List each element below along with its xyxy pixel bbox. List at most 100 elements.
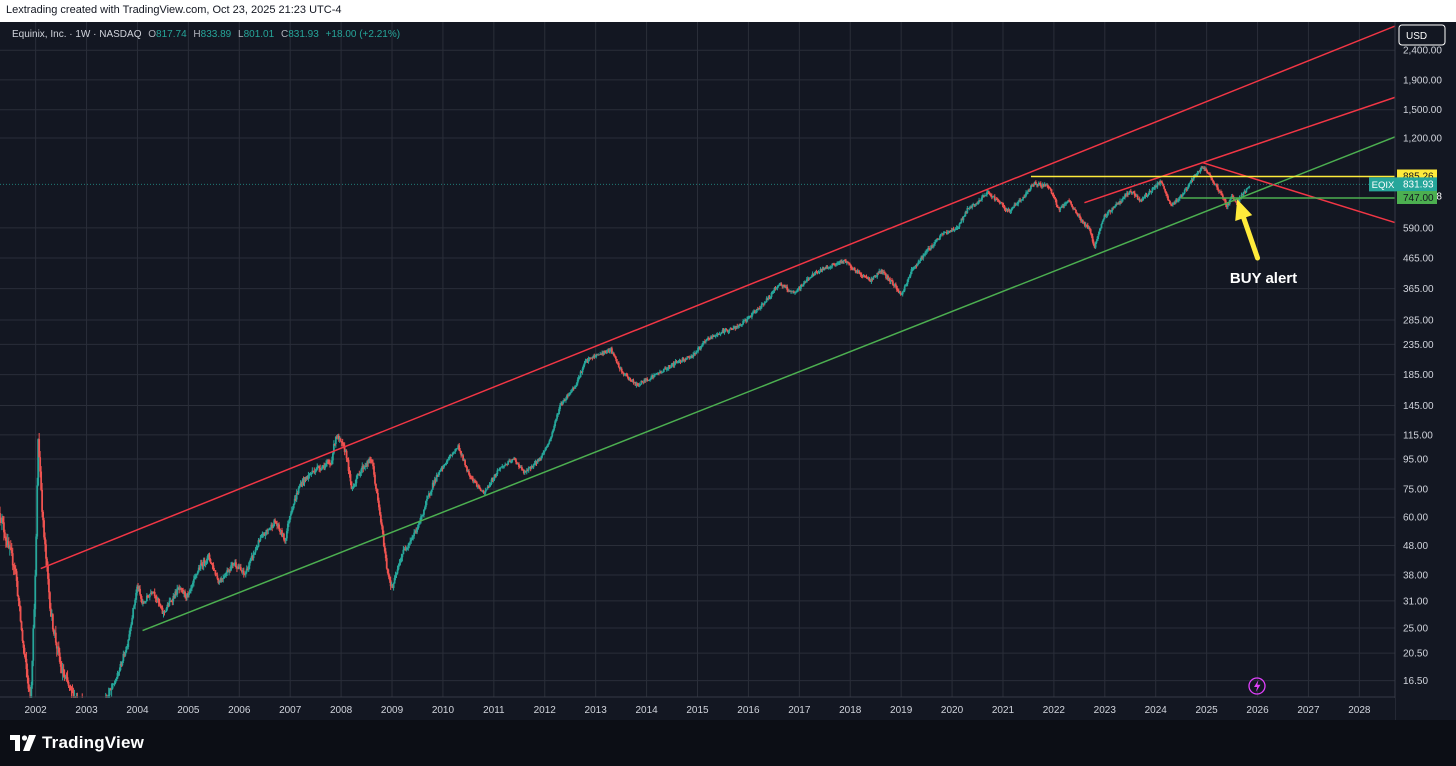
x-tick-label[interactable]: 2008 bbox=[330, 705, 353, 716]
y-tick-label[interactable]: 38.00 bbox=[1403, 571, 1428, 582]
y-tick-label[interactable]: 115.00 bbox=[1403, 430, 1433, 441]
candle-body bbox=[1190, 179, 1193, 182]
candle-body bbox=[255, 548, 258, 550]
tradingview-logo[interactable]: TradingView bbox=[10, 733, 144, 753]
y-tick-label[interactable]: 145.00 bbox=[1403, 401, 1434, 412]
y-tick-label[interactable]: 1,500.00 bbox=[1403, 105, 1442, 116]
x-tick-label[interactable]: 2016 bbox=[737, 705, 760, 716]
y-tick-label[interactable]: 1,200.00 bbox=[1403, 133, 1442, 144]
x-tick-label[interactable]: 2026 bbox=[1246, 705, 1269, 716]
x-tick-label[interactable]: 2006 bbox=[228, 705, 251, 716]
candle-body bbox=[674, 361, 677, 363]
currency-selector[interactable]: USD bbox=[1398, 24, 1446, 46]
y-tick-label[interactable]: 31.00 bbox=[1403, 596, 1428, 607]
candle-body bbox=[1114, 205, 1117, 207]
candle-body bbox=[741, 324, 744, 326]
candle-body bbox=[187, 593, 189, 596]
candle-body bbox=[1238, 197, 1241, 203]
x-tick-label[interactable]: 2009 bbox=[381, 705, 404, 716]
y-tick-label[interactable]: 95.00 bbox=[1403, 455, 1428, 466]
candle-body bbox=[766, 298, 769, 300]
y-tick-label[interactable]: 590.00 bbox=[1403, 223, 1434, 234]
buy-alert-label[interactable]: BUY alert bbox=[1230, 270, 1297, 287]
candle-body bbox=[452, 453, 455, 455]
y-tick-label[interactable]: 20.50 bbox=[1403, 649, 1428, 660]
candle-body bbox=[861, 276, 864, 277]
x-tick-label[interactable]: 2019 bbox=[890, 705, 913, 716]
candle-body bbox=[707, 338, 710, 339]
buy-alert-annotation[interactable]: BUY alert bbox=[1230, 199, 1297, 287]
x-tick-label[interactable]: 2012 bbox=[534, 705, 557, 716]
x-tick-label[interactable]: 2018 bbox=[839, 705, 862, 716]
candle-body bbox=[71, 690, 74, 692]
candle-body bbox=[630, 381, 633, 382]
x-tick-label[interactable]: 2004 bbox=[126, 705, 149, 716]
x-tick-label[interactable]: 2028 bbox=[1348, 705, 1371, 716]
y-tick-label[interactable]: 1,900.00 bbox=[1403, 75, 1442, 86]
y-tick-label[interactable]: 60.00 bbox=[1403, 513, 1428, 524]
x-tick-label[interactable]: 2021 bbox=[992, 705, 1015, 716]
x-tick-label[interactable]: 2005 bbox=[177, 705, 200, 716]
candle-body bbox=[322, 465, 324, 467]
candle-body bbox=[904, 285, 907, 287]
candle-body bbox=[1101, 221, 1104, 225]
y-tick-label[interactable]: 185.00 bbox=[1403, 370, 1434, 381]
candle-body bbox=[1000, 202, 1003, 204]
x-tick-label[interactable]: 2013 bbox=[585, 705, 608, 716]
x-tick-label[interactable]: 2027 bbox=[1297, 705, 1320, 716]
y-tick-label[interactable]: 235.00 bbox=[1403, 340, 1434, 351]
price-axis[interactable]: 2,400.00 1,900.00 1,500.00 1,200.00 590.00 46… bbox=[1403, 46, 1442, 687]
currency-label[interactable]: USD bbox=[1406, 31, 1427, 42]
y-tick-label[interactable]: 465.00 bbox=[1403, 254, 1434, 265]
x-tick-label[interactable]: 2017 bbox=[788, 705, 811, 716]
symbol-legend[interactable]: Equinix, Inc. · 1W · NASDAQ O817.74 H833… bbox=[12, 29, 400, 40]
candle-body bbox=[768, 296, 771, 298]
lightning-icon-ring[interactable] bbox=[1248, 677, 1266, 695]
x-tick-label[interactable]: 2023 bbox=[1094, 705, 1117, 716]
lightning-icon-bolt[interactable] bbox=[1254, 680, 1261, 692]
buy-alert-arrow-shaft[interactable] bbox=[1241, 215, 1261, 261]
time-axis[interactable]: 2002 2003 2004 2005 2006 2007 2008 2009 2010 2011… bbox=[25, 705, 1371, 716]
y-tick-label[interactable]: 365.00 bbox=[1403, 284, 1434, 295]
y-tick-label[interactable]: 48.00 bbox=[1403, 541, 1428, 552]
y-tick-label[interactable]: 25.00 bbox=[1403, 624, 1428, 635]
candle-body bbox=[1030, 185, 1032, 189]
candle-body bbox=[848, 263, 851, 265]
candle-body bbox=[430, 489, 433, 493]
y-tick-label[interactable]: 285.00 bbox=[1403, 315, 1434, 326]
currency-box[interactable] bbox=[1398, 24, 1446, 46]
buy-alert-arrow-head[interactable] bbox=[1235, 199, 1253, 222]
candle-body bbox=[1127, 193, 1130, 195]
x-tick-label[interactable]: 2025 bbox=[1195, 705, 1218, 716]
price-chart[interactable]: BUY alert 2,400.00 1,900.00 1,500.00 1,200.… bbox=[0, 22, 1456, 720]
x-tick-label[interactable]: 2024 bbox=[1145, 705, 1168, 716]
x-tick-label[interactable]: 2015 bbox=[686, 705, 709, 716]
candle-body bbox=[286, 523, 289, 532]
candle-body bbox=[784, 286, 787, 288]
y-tick-label[interactable]: 16.50 bbox=[1403, 676, 1428, 687]
candle-body bbox=[239, 567, 242, 571]
candle-body bbox=[528, 466, 531, 468]
y-tick-label[interactable]: 75.00 bbox=[1403, 484, 1428, 495]
x-tick-label[interactable]: 2002 bbox=[25, 705, 48, 716]
y-tick-label[interactable]: 2,400.00 bbox=[1403, 46, 1442, 57]
candle-body bbox=[546, 445, 549, 448]
x-tick-label[interactable]: 2014 bbox=[635, 705, 658, 716]
candle-body bbox=[279, 529, 281, 532]
x-tick-label[interactable]: 2007 bbox=[279, 705, 302, 716]
candle-body bbox=[565, 399, 567, 401]
candle-body bbox=[870, 278, 873, 282]
trendline-descending-resistance[interactable] bbox=[1201, 161, 1406, 227]
x-tick-label[interactable]: 2010 bbox=[432, 705, 455, 716]
x-tick-label[interactable]: 2011 bbox=[483, 705, 505, 716]
trendline-lower-channel[interactable] bbox=[142, 132, 1406, 632]
candle-body bbox=[777, 285, 780, 287]
x-tick-label[interactable]: 2020 bbox=[941, 705, 964, 716]
candle-body bbox=[418, 521, 420, 525]
lightning-icon[interactable] bbox=[1248, 677, 1266, 695]
trendline-upper-channel[interactable] bbox=[40, 22, 1406, 570]
candle-body bbox=[574, 385, 577, 388]
x-tick-label[interactable]: 2003 bbox=[75, 705, 98, 716]
x-tick-label[interactable]: 2022 bbox=[1043, 705, 1066, 716]
